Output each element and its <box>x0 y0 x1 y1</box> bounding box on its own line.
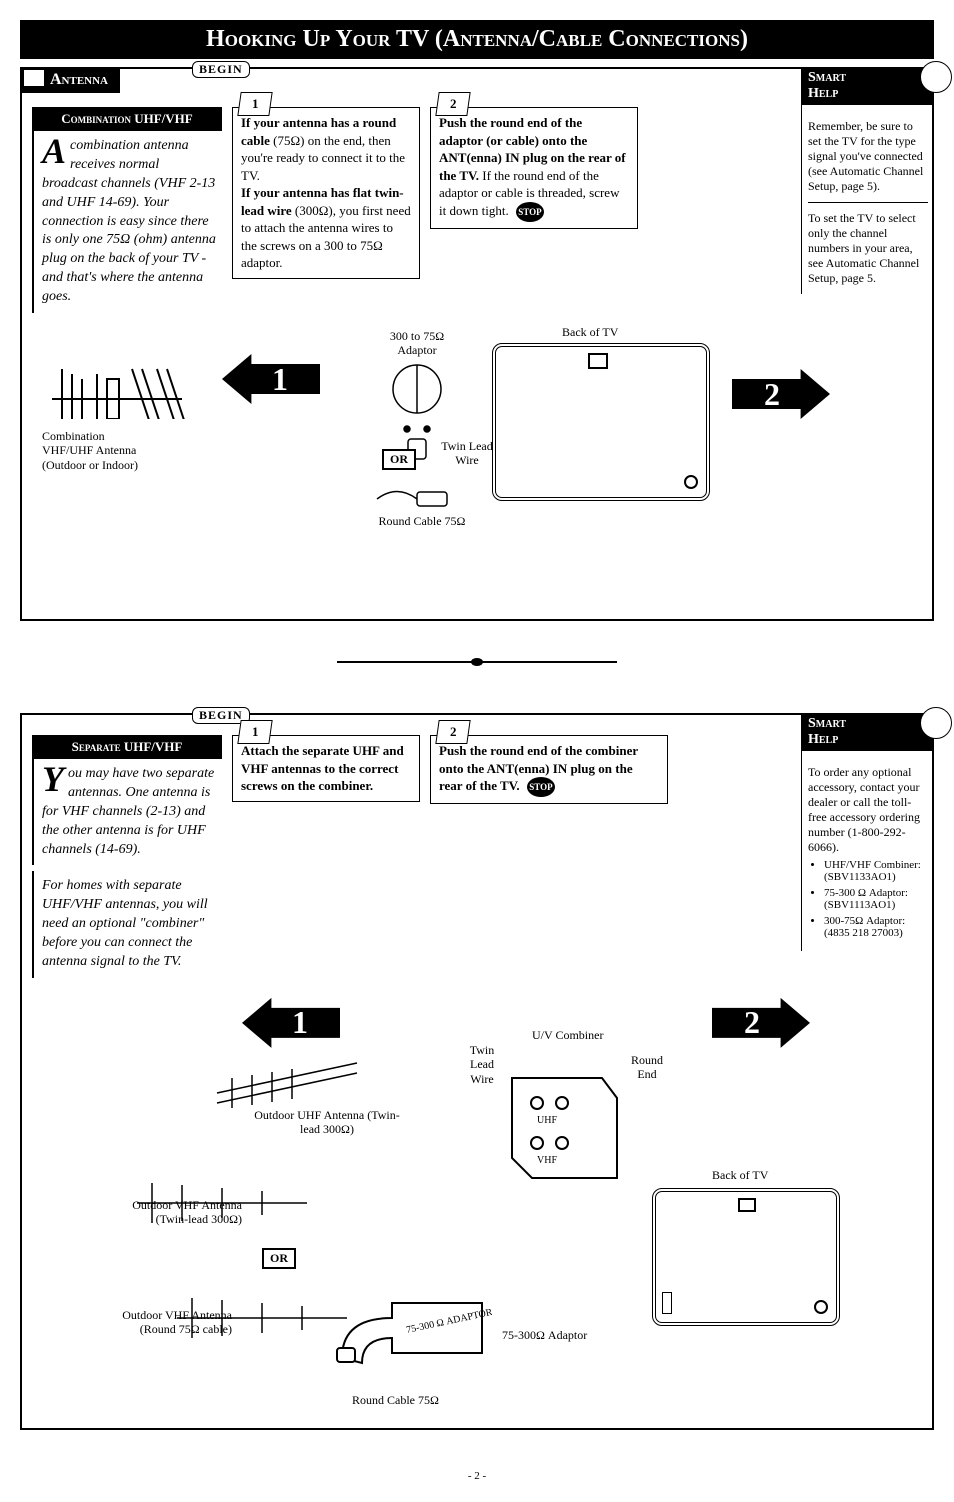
roundend-label: Round End <box>622 1053 672 1082</box>
acc-item: UHF/VHF Combiner: (SBV1133AO1) <box>824 859 928 883</box>
arrow-1: 1 <box>222 354 320 404</box>
combo-box-2: Separate UHF/VHF Y ou may have two separ… <box>32 735 222 978</box>
diagram-2: 1 2 Outdoor UHF Antenna (Twin-lead 300Ω)… <box>32 998 922 1418</box>
diagram-1: Combination VHF/UHF Antenna (Outdoor or … <box>32 329 922 609</box>
vhf-label: Outdoor VHF Antenna (Twin-lead 300Ω) <box>112 1198 242 1227</box>
step-1: 1 If your antenna has a round cable (75Ω… <box>232 107 420 279</box>
back-tv-label: Back of TV <box>562 325 618 339</box>
stop-badge-2: STOP <box>527 777 555 797</box>
dropcap-2: Y <box>42 765 64 793</box>
s1-p2: Attach the separate UHF and VHF antennas… <box>241 743 404 793</box>
round-cable-label-2: Round Cable 75Ω <box>352 1393 439 1407</box>
combo-header-2: Separate UHF/VHF <box>32 735 222 759</box>
s1b1: If your antenna has a round cable <box>241 115 396 148</box>
step-2-p2: 2 Push the round end of the combiner ont… <box>430 735 668 804</box>
dropcap: A <box>42 137 66 165</box>
round-connector-icon <box>372 479 462 519</box>
begin-label: BEGIN <box>192 61 250 78</box>
help-label-2: Help <box>808 732 838 747</box>
smart-help-p1: Remember, be sure to set the TV for the … <box>808 119 928 194</box>
page-number: - 2 - <box>20 1470 934 1482</box>
step2-num: 2 <box>450 95 457 113</box>
step2-num-2: 2 <box>450 723 457 741</box>
smart-label: Smart <box>808 70 846 85</box>
tv-back-1 <box>492 343 710 501</box>
s1b2: If your antenna has flat twin-lead wire <box>241 185 404 218</box>
svg-text:UHF: UHF <box>537 1115 557 1126</box>
or-badge-1: OR <box>382 449 416 470</box>
adaptor-box-icon: 75-300 Ω ADAPTOR <box>332 1288 492 1378</box>
combo-header: Combination UHF/VHF <box>32 107 222 131</box>
smart-help-header-2: Smart Help <box>802 713 934 751</box>
combo-body-text-2b: For homes with separate UHF/VHF antennas… <box>42 878 208 969</box>
adaptor-label: 300 to 75Ω Adaptor <box>372 329 462 358</box>
tv-back-2 <box>652 1188 840 1326</box>
smart-help-p1-2: To order any optional accessory, contact… <box>808 765 928 855</box>
back-tv-label-2: Back of TV <box>712 1168 768 1182</box>
panel-separator <box>337 661 617 663</box>
round-cable-label: Round Cable 75Ω <box>372 514 472 528</box>
smart-help-p2: To set the TV to select only the channel… <box>808 211 928 286</box>
help-label: Help <box>808 86 838 101</box>
antenna-tab: Antenna <box>20 67 120 93</box>
uhf-antenna-icon <box>212 1053 362 1113</box>
panel-separate: BEGIN Smart Help To order any optional a… <box>20 713 934 1430</box>
step-1-p2: 1 Attach the separate UHF and VHF antenn… <box>232 735 420 802</box>
arrow-2: 2 <box>732 369 830 419</box>
accessory-list: UHF/VHF Combiner: (SBV1133AO1) 75-300 Ω … <box>808 859 928 939</box>
adaptor-label-2: 75-300Ω Adaptor <box>502 1328 587 1342</box>
uhf-label: Outdoor UHF Antenna (Twin-lead 300Ω) <box>252 1108 402 1137</box>
stop-badge: STOP <box>516 202 544 222</box>
combiner-label: U/V Combiner <box>532 1028 603 1042</box>
acc-item: 75-300 Ω Adaptor: (SBV1113AO1) <box>824 887 928 911</box>
step-2: 2 Push the round end of the adaptor (or … <box>430 107 638 229</box>
smart-help-2: Smart Help To order any optional accesso… <box>801 713 934 951</box>
step1-num: 1 <box>252 95 259 113</box>
vhfr-label: Outdoor VHF Antenna (Round 75Ω cable) <box>92 1308 232 1337</box>
or-badge-2: OR <box>262 1248 296 1269</box>
acc-item: 300-75Ω Adaptor: (4835 218 27003) <box>824 915 928 939</box>
svg-text:VHF: VHF <box>537 1155 557 1166</box>
combo-antenna-label: Combination VHF/UHF Antenna (Outdoor or … <box>42 429 142 472</box>
smart-help-header: Smart Help <box>802 67 934 105</box>
combo-body-text: combination antenna receives normal broa… <box>42 138 216 304</box>
arrow-2-p2: 2 <box>712 998 810 1048</box>
combiner-icon: UHF VHF <box>492 1068 622 1198</box>
step1-num-2: 1 <box>252 723 259 741</box>
panel-combination: Antenna BEGIN Smart Help Remember, be su… <box>20 67 934 621</box>
page-title: Hooking Up Your TV (Antenna/Cable Connec… <box>20 20 934 59</box>
combo-antenna-icon <box>42 349 192 419</box>
arrow-1-p2: 1 <box>242 998 340 1048</box>
smart-help-1: Smart Help Remember, be sure to set the … <box>801 67 934 294</box>
smart-label-2: Smart <box>808 716 846 731</box>
combo-body-text-2: ou may have two separate antennas. One a… <box>42 766 214 857</box>
combo-box: Combination UHF/VHF A combination antenn… <box>32 107 222 313</box>
